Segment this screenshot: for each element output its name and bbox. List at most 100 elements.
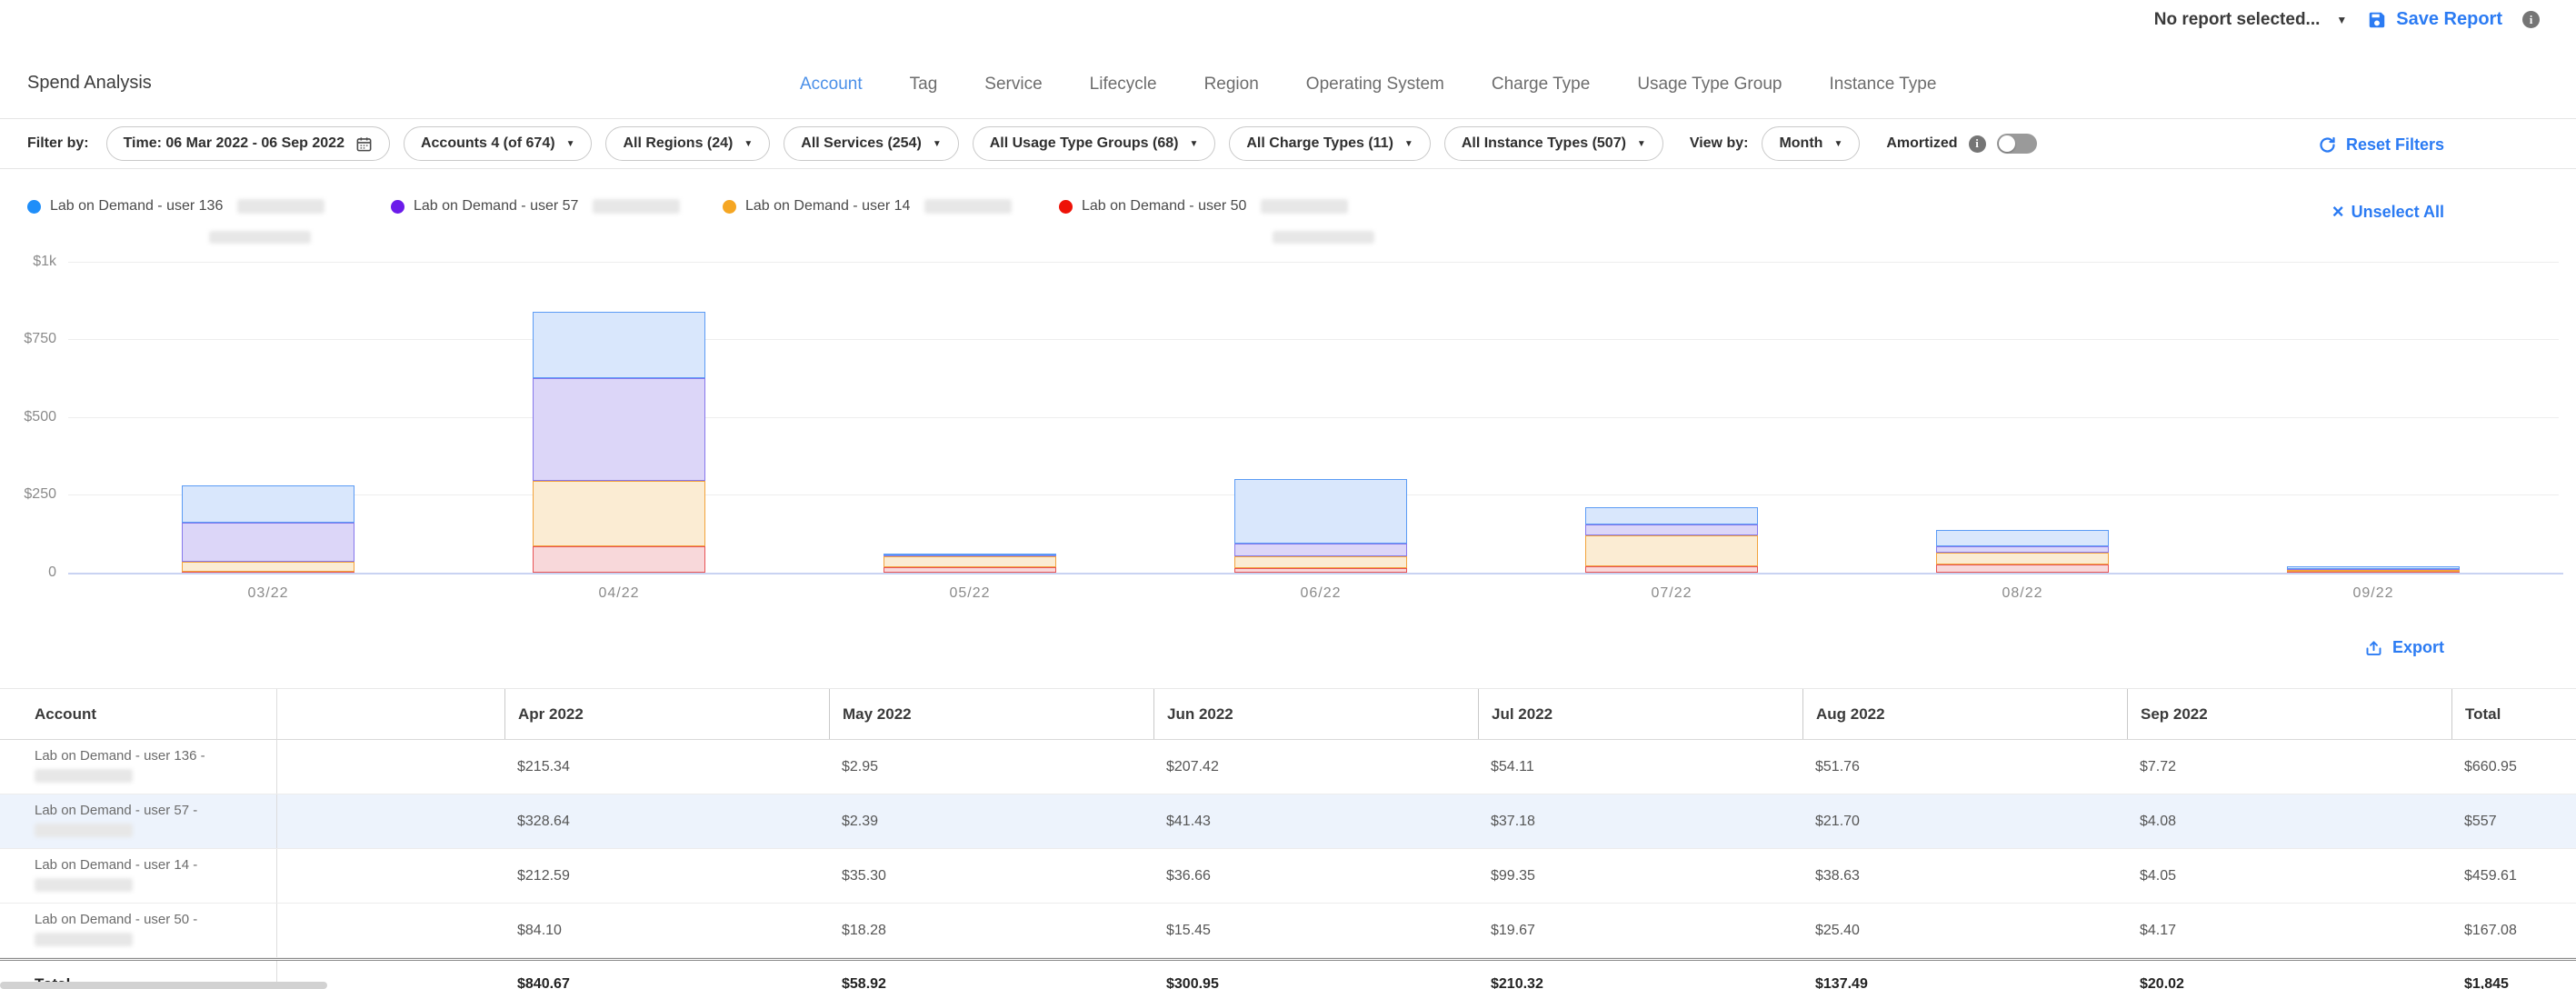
bar-segment-lab-on-demand-user-14[interactable]: [1936, 553, 2109, 564]
tab-charge-type[interactable]: Charge Type: [1492, 75, 1590, 95]
view-by-dropdown[interactable]: Month ▼: [1762, 126, 1860, 161]
table-row[interactable]: Lab on Demand - user 50 -$84.10$18.28$15…: [0, 904, 2576, 958]
tab-usage-type-group[interactable]: Usage Type Group: [1637, 75, 1782, 95]
unselect-all-button[interactable]: × Unselect All: [2332, 202, 2444, 222]
tab-lifecycle[interactable]: Lifecycle: [1090, 75, 1157, 95]
bar-segment-lab-on-demand-user-50[interactable]: [1585, 566, 1758, 573]
redacted-text: [237, 199, 324, 214]
spend-value-cell: $4.05: [2127, 849, 2451, 903]
column-header-month: Jul 2022: [1478, 689, 1802, 739]
bar-segment-lab-on-demand-user-136[interactable]: [884, 554, 1056, 555]
bar-segment-lab-on-demand-user-14[interactable]: [884, 556, 1056, 567]
bar-segment-lab-on-demand-user-57[interactable]: [182, 523, 354, 561]
spend-value-cell: $2.95: [829, 740, 1153, 794]
charge-types-filter-pill[interactable]: All Charge Types (11) ▼: [1229, 126, 1430, 161]
total-value-cell: $300.95: [1153, 961, 1478, 989]
bar-segment-lab-on-demand-user-136[interactable]: [533, 312, 705, 379]
amortized-control: Amortized i: [1886, 134, 2036, 154]
bar-segment-lab-on-demand-user-50[interactable]: [884, 567, 1056, 573]
column-spacer: [277, 904, 504, 957]
accounts-filter-label: Accounts 4 (of 674): [421, 135, 555, 152]
column-header-account: Account: [0, 689, 277, 739]
chevron-down-icon: ▼: [933, 139, 942, 149]
bar-segment-lab-on-demand-user-14[interactable]: [1585, 535, 1758, 566]
reset-filters-button[interactable]: Reset Filters: [2318, 119, 2444, 170]
redacted-text: [35, 769, 133, 783]
table-row[interactable]: Lab on Demand - user 57 -$328.64$2.39$41…: [0, 794, 2576, 849]
tab-account[interactable]: Account: [800, 75, 863, 95]
save-report-button[interactable]: Save Report: [2367, 9, 2502, 30]
info-icon[interactable]: i: [1969, 135, 1986, 153]
bar-segment-lab-on-demand-user-136[interactable]: [1936, 530, 2109, 546]
bar-segment-lab-on-demand-user-136[interactable]: [1585, 507, 1758, 524]
time-filter-pill[interactable]: Time: 06 Mar 2022 - 06 Sep 2022: [106, 126, 390, 161]
bar-segment-lab-on-demand-user-50[interactable]: [1234, 568, 1407, 573]
bar-segment-lab-on-demand-user-57[interactable]: [1936, 546, 2109, 553]
spend-table: AccountApr 2022May 2022Jun 2022Jul 2022A…: [0, 688, 2576, 989]
time-filter-label: Time: 06 Mar 2022 - 06 Sep 2022: [124, 135, 344, 152]
save-report-label: Save Report: [2396, 9, 2502, 30]
legend-label: Lab on Demand - user 136: [50, 198, 223, 215]
bar-segment-lab-on-demand-user-136[interactable]: [2287, 566, 2460, 569]
total-value-cell: $210.32: [1478, 961, 1802, 989]
legend-dot: [1059, 200, 1073, 214]
legend-item-user-57[interactable]: Lab on Demand - user 57: [391, 198, 680, 215]
bar-segment-lab-on-demand-user-57[interactable]: [1585, 524, 1758, 536]
bar-segment-lab-on-demand-user-136[interactable]: [182, 485, 354, 523]
gridline: [68, 417, 2559, 418]
redacted-text: [209, 231, 311, 244]
services-filter-pill[interactable]: All Services (254) ▼: [784, 126, 958, 161]
instance-types-filter-pill[interactable]: All Instance Types (507) ▼: [1444, 126, 1663, 161]
bar-segment-lab-on-demand-user-50[interactable]: [533, 546, 705, 573]
accounts-filter-pill[interactable]: Accounts 4 (of 674) ▼: [404, 126, 593, 161]
export-button[interactable]: Export: [2364, 638, 2444, 657]
bar-segment-lab-on-demand-user-14[interactable]: [1234, 556, 1407, 568]
report-selector-dropdown[interactable]: No report selected... ▼: [2154, 10, 2348, 30]
legend-label: Lab on Demand - user 14: [745, 198, 910, 215]
info-icon[interactable]: i: [2522, 11, 2540, 28]
regions-filter-pill[interactable]: All Regions (24) ▼: [605, 126, 770, 161]
view-by-value: Month: [1779, 135, 1822, 152]
bar-segment-lab-on-demand-user-57[interactable]: [533, 378, 705, 480]
spend-value-cell: $15.45: [1153, 904, 1478, 957]
save-icon: [2367, 10, 2387, 30]
bar-segment-lab-on-demand-user-50[interactable]: [1936, 564, 2109, 573]
legend-item-user-50[interactable]: Lab on Demand - user 50: [1059, 198, 1348, 215]
tab-tag[interactable]: Tag: [910, 75, 938, 95]
export-label: Export: [2392, 638, 2444, 657]
bar-segment-lab-on-demand-user-14[interactable]: [533, 481, 705, 547]
instance-types-filter-label: All Instance Types (507): [1462, 135, 1626, 152]
table-total-row: Total$840.67$58.92$300.95$210.32$137.49$…: [0, 958, 2576, 989]
spend-value-cell: $328.64: [504, 794, 829, 848]
x-axis-label: 07/22: [1617, 585, 1726, 602]
account-cell: Lab on Demand - user 136 -: [0, 740, 277, 794]
bar-segment-lab-on-demand-user-136[interactable]: [1234, 479, 1407, 544]
amortized-toggle[interactable]: [1997, 134, 2037, 154]
tab-operating-system[interactable]: Operating System: [1306, 75, 1444, 95]
gridline: [68, 339, 2559, 340]
row-total-cell: $660.95: [2451, 740, 2576, 794]
redacted-text: [593, 199, 680, 214]
bar-segment-lab-on-demand-user-57[interactable]: [1234, 544, 1407, 556]
usage-type-groups-filter-pill[interactable]: All Usage Type Groups (68) ▼: [973, 126, 1216, 161]
bar-segment-lab-on-demand-user-14[interactable]: [182, 562, 354, 572]
horizontal-scrollbar[interactable]: [0, 982, 327, 989]
tab-bar: Account Tag Service Lifecycle Region Ope…: [800, 75, 1936, 95]
column-spacer: [277, 849, 504, 903]
tab-service[interactable]: Service: [984, 75, 1042, 95]
y-tick-label: $250: [0, 486, 56, 503]
column-header-total: Total: [2451, 689, 2576, 739]
chevron-down-icon: ▼: [1637, 139, 1646, 149]
tab-region[interactable]: Region: [1204, 75, 1259, 95]
column-header-month: May 2022: [829, 689, 1153, 739]
legend-dot: [27, 200, 41, 214]
x-axis-label: 08/22: [1968, 585, 2077, 602]
spend-value-cell: $18.28: [829, 904, 1153, 957]
table-row[interactable]: Lab on Demand - user 136 -$215.34$2.95$2…: [0, 740, 2576, 794]
charge-types-filter-label: All Charge Types (11): [1246, 135, 1393, 152]
table-row[interactable]: Lab on Demand - user 14 -$212.59$35.30$3…: [0, 849, 2576, 904]
legend-item-user-136[interactable]: Lab on Demand - user 136: [27, 198, 324, 215]
x-axis-label: 04/22: [564, 585, 674, 602]
tab-instance-type[interactable]: Instance Type: [1829, 75, 1936, 95]
legend-item-user-14[interactable]: Lab on Demand - user 14: [723, 198, 1012, 215]
